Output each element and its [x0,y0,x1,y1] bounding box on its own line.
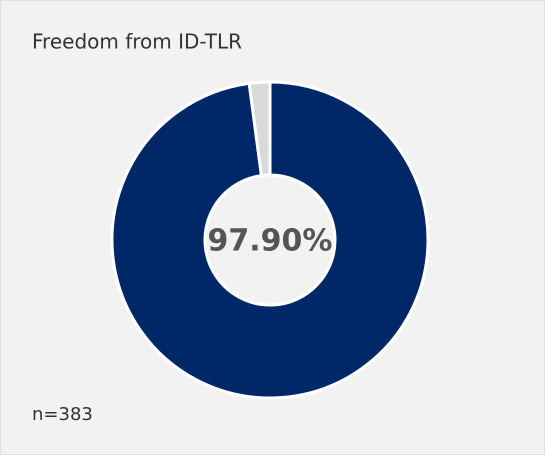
donut-slice [247,80,272,178]
donut [110,80,430,400]
chart-title: Freedom from ID-TLR [32,30,242,54]
donut-slice [110,80,430,400]
center-label: 97.90% [208,224,333,259]
footnote: n=383 [32,404,93,425]
